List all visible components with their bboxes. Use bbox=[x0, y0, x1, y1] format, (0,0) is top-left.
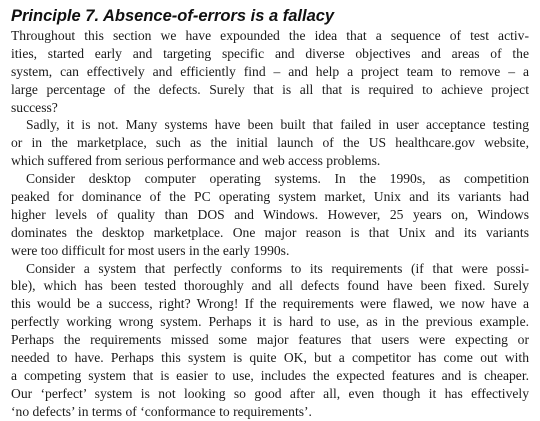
text-line: Perhaps the requirements missed some maj… bbox=[11, 332, 529, 348]
text-line: which suffered from serious performance … bbox=[11, 153, 381, 169]
section-heading: Principle 7. Absence-of-errors is a fall… bbox=[11, 7, 335, 25]
text-line: Sadly, it is not. Many systems have been… bbox=[26, 117, 529, 133]
text-line: were too difficult for most users in the… bbox=[11, 242, 290, 258]
text-line: ‘no defects’ in terms of ‘conformance to… bbox=[11, 403, 312, 419]
text-line: a competing system that is easier to use… bbox=[11, 367, 529, 383]
text-line: ities, started early and targeting speci… bbox=[11, 45, 529, 61]
text-line: success? bbox=[11, 99, 58, 115]
text-line: Throughout this section we have expounde… bbox=[11, 28, 529, 43]
text-line: ble), which has been tested thoroughly a… bbox=[11, 278, 529, 294]
body-text: Throughout this section we have expounde… bbox=[11, 27, 529, 421]
text-line: or in the marketplace, such as the initi… bbox=[11, 135, 529, 151]
text-line: system, can effectively and efficiently … bbox=[11, 63, 529, 79]
text-line: dominates the desktop marketplace. One m… bbox=[11, 224, 529, 240]
text-line: Consider a system that perfectly conform… bbox=[26, 260, 529, 276]
paragraph: Sadly, it is not. Many systems have been… bbox=[11, 116, 529, 170]
text-line: needed to have. Perhaps this system is q… bbox=[11, 350, 529, 366]
text-line: perfectly working wrong system. Perhaps … bbox=[11, 314, 529, 330]
text-line: Our ‘perfect’ system is not looking so g… bbox=[11, 385, 529, 401]
paragraph: Consider a system that perfectly conform… bbox=[11, 260, 529, 421]
text-line: this would be a success, right? Wrong! I… bbox=[11, 296, 529, 312]
document-page: Principle 7. Absence-of-errors is a fall… bbox=[11, 7, 529, 419]
text-line: higher levels of quality than DOS and Wi… bbox=[11, 206, 529, 222]
text-line: Consider desktop computer operating syst… bbox=[26, 171, 529, 187]
text-line: large percentage of the defects. Surely … bbox=[11, 81, 529, 97]
paragraph: Consider desktop computer operating syst… bbox=[11, 170, 529, 259]
paragraph: Throughout this section we have expounde… bbox=[11, 27, 529, 116]
text-line: peaked for dominance of the PC operating… bbox=[11, 189, 529, 205]
